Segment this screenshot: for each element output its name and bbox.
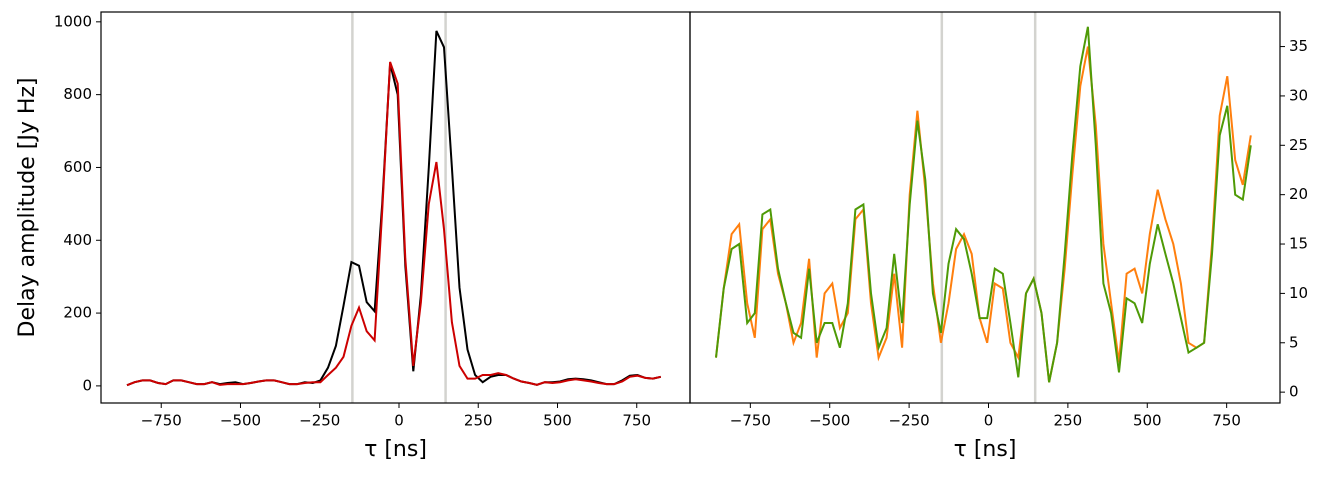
x-axis-label: τ [ns] — [954, 437, 1017, 462]
x-tick-label: 250 — [1054, 412, 1083, 430]
x-tick-label: −500 — [220, 412, 261, 430]
plot-frame — [689, 11, 1281, 404]
y-tick-label: 0 — [1289, 383, 1299, 401]
x-tick-label: 0 — [984, 412, 994, 430]
plot-frame — [100, 11, 691, 404]
x-tick-label: −750 — [730, 412, 771, 430]
y-axis-label: Delay amplitude [Jy Hz] — [15, 77, 40, 337]
x-tick-label: 500 — [1133, 412, 1162, 430]
x-tick-label: 0 — [394, 412, 404, 430]
y-tick-label: 600 — [63, 158, 92, 176]
y-tick-label: 800 — [63, 85, 92, 103]
y-tick-label: 0 — [82, 376, 92, 394]
y-tick-label: 5 — [1289, 333, 1299, 351]
x-tick-label: −250 — [889, 412, 930, 430]
x-tick-label: 500 — [543, 412, 572, 430]
y-tick-label: 200 — [63, 304, 92, 322]
y-tick-label: 15 — [1289, 235, 1308, 253]
x-tick-label: −250 — [299, 412, 340, 430]
y-tick-label: 25 — [1289, 136, 1308, 154]
x-tick-label: −750 — [141, 412, 182, 430]
x-tick-label: 750 — [622, 412, 651, 430]
y-tick-label: 10 — [1289, 284, 1308, 302]
x-axis-label: τ [ns] — [364, 437, 427, 462]
series-line — [715, 46, 1252, 383]
y-tick-label: 400 — [63, 231, 92, 249]
series-line — [126, 61, 662, 387]
y-tick-label: 20 — [1289, 185, 1308, 203]
y-tick-label: 35 — [1289, 37, 1308, 55]
x-tick-label: −500 — [809, 412, 850, 430]
series-line — [715, 26, 1252, 383]
y-tick-label: 30 — [1289, 86, 1308, 104]
series-line — [126, 30, 662, 387]
x-tick-label: 750 — [1212, 412, 1241, 430]
x-tick-label: 250 — [464, 412, 493, 430]
y-tick-label: 1000 — [54, 12, 92, 30]
